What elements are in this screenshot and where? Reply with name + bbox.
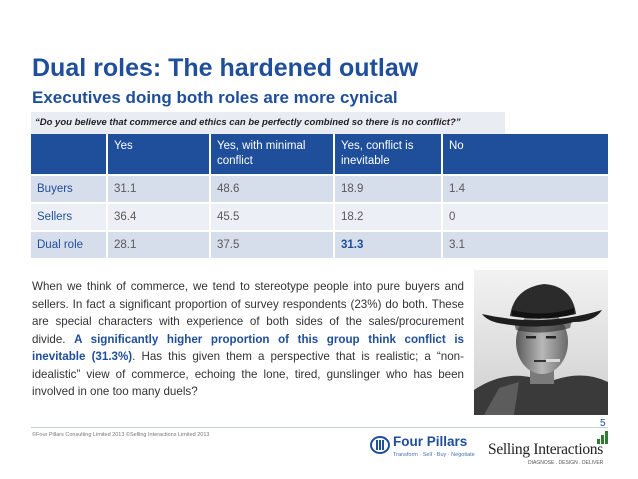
row-label-buyers: Buyers — [31, 174, 108, 203]
table-row: Buyers 31.1 48.6 18.9 1.4 — [31, 174, 608, 203]
table-cell: 45.5 — [210, 202, 335, 231]
table-cell: 31.1 — [107, 174, 211, 203]
selling-interactions-tagline: DIAGNOSE . DESIGN . DELIVER — [528, 460, 604, 466]
body-text-part-1: When we think of commerce, we tend to st… — [32, 280, 464, 346]
table-cell: 37.5 — [210, 230, 335, 258]
survey-question: “Do you believe that commerce and ethics… — [31, 112, 505, 134]
gunslinger-photo — [474, 270, 608, 415]
body-emphasis: A significantly higher proportion of thi… — [32, 332, 464, 364]
table-cell: 18.9 — [334, 174, 443, 203]
table-header-cell: No — [442, 134, 608, 175]
table-cell: 18.2 — [334, 202, 443, 231]
four-pillars-name: Four Pillars — [393, 434, 468, 449]
gunslinger-photo-icon — [474, 270, 608, 415]
table-header-cell: Yes, conflict is inevitable — [334, 134, 443, 175]
table-cell: 48.6 — [210, 174, 335, 203]
body-text-part-2: . Has this given them a perspective that… — [32, 350, 464, 398]
four-pillars-tagline: Transform · Sell · Buy · Negotiate — [393, 452, 475, 458]
top-bar — [0, 0, 638, 38]
row-label-sellers: Sellers — [31, 202, 108, 231]
highlighted-cell: 31.3 — [334, 230, 443, 258]
bar-chart-icon — [597, 431, 608, 444]
table-cell: 28.1 — [107, 230, 211, 258]
four-pillars-logo-icon — [370, 436, 390, 454]
results-table: Yes Yes, with minimal conflict Yes, conf… — [31, 134, 608, 258]
row-label-dual-role: Dual role — [31, 230, 108, 258]
table-cell: 1.4 — [442, 174, 608, 203]
table-row: Sellers 36.4 45.5 18.2 0 — [31, 202, 608, 231]
footer-divider — [31, 427, 608, 428]
copyright-text: ©Four Pillars Consulting Limited 2013 ©S… — [32, 432, 210, 438]
table-row: Dual role 28.1 37.5 31.3 3.1 — [31, 230, 608, 258]
table-cell: 36.4 — [107, 202, 211, 231]
selling-interactions-name: Selling Interactions — [488, 441, 603, 458]
table-header-row: Yes Yes, with minimal conflict Yes, conf… — [31, 134, 608, 175]
table-cell: 0 — [442, 202, 608, 231]
table-header-cell — [31, 134, 108, 175]
table-header-cell: Yes, with minimal conflict — [210, 134, 335, 175]
table-header-cell: Yes — [107, 134, 211, 175]
body-paragraph: When we think of commerce, we tend to st… — [32, 278, 464, 401]
slide-title: Dual roles: The hardened outlaw — [32, 54, 419, 82]
page-number: 5 — [600, 418, 606, 429]
slide-subtitle: Executives doing both roles are more cyn… — [32, 88, 398, 107]
table-cell: 3.1 — [442, 230, 608, 258]
